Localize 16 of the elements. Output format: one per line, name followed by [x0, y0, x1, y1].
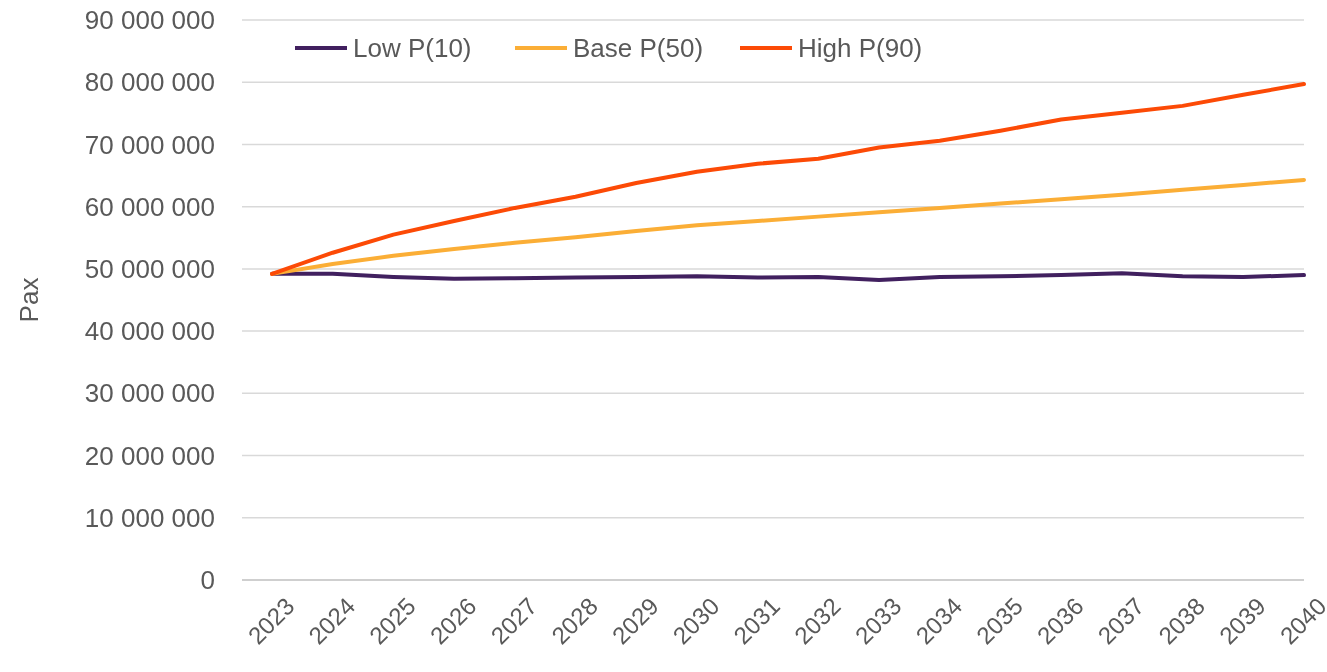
y-tick-label: 80 000 000: [84, 67, 215, 98]
y-tick-label: 0: [200, 565, 215, 596]
y-axis-title: Pax: [14, 277, 44, 323]
y-tick-label: 60 000 000: [84, 191, 215, 222]
y-tick-label: 10 000 000: [84, 502, 215, 533]
line-series: [270, 82, 1306, 276]
y-tick-label: 70 000 000: [84, 129, 215, 160]
y-tick-label: 30 000 000: [84, 378, 215, 409]
legend-label: Low P(10): [353, 33, 472, 64]
y-tick-label: 20 000 000: [84, 440, 215, 471]
y-tick-label: 40 000 000: [84, 316, 215, 347]
line-series: [270, 177, 1306, 276]
y-tick-label: 50 000 000: [84, 253, 215, 284]
y-tick-label: 90 000 000: [84, 5, 215, 36]
legend-label: Base P(50): [573, 33, 704, 64]
legend-label: High P(90): [798, 33, 923, 64]
